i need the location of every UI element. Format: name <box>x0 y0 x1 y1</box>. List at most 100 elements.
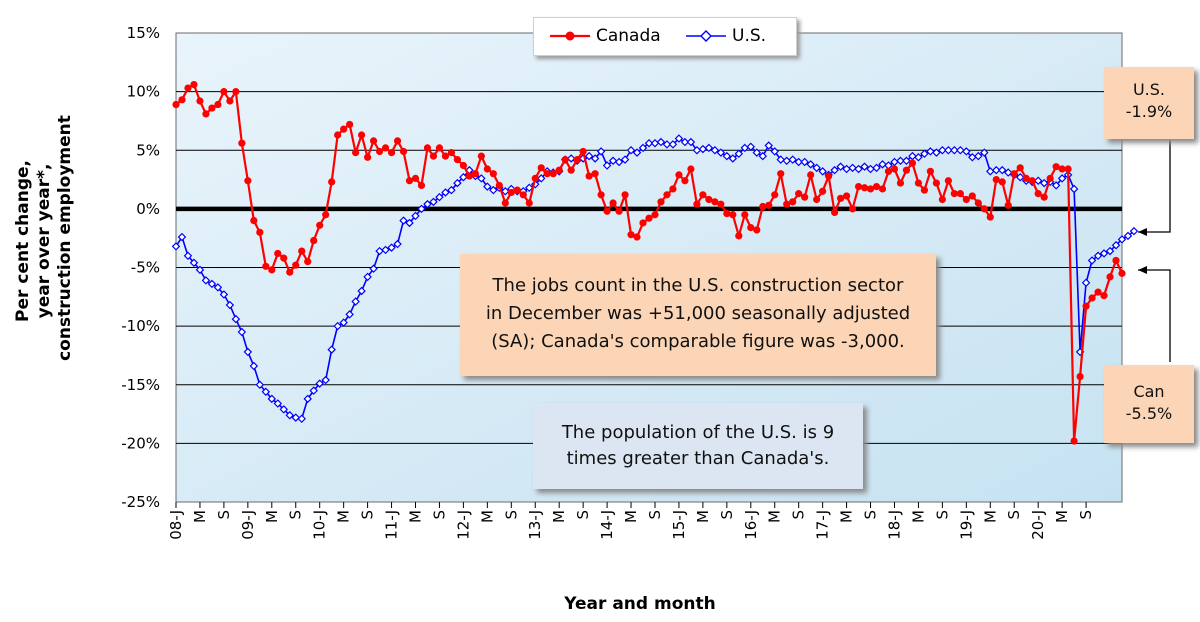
data-point-us <box>926 147 935 156</box>
data-point-canada <box>561 156 569 164</box>
data-point-us <box>1111 240 1121 250</box>
data-point-us <box>363 272 372 282</box>
x-axis: 08-J M S 09-J M S 10-J M S 11-J M S 12-J M S 13-J M S 14-J… <box>167 502 1095 540</box>
data-point-canada <box>717 200 725 208</box>
data-point-us <box>950 146 959 155</box>
data-point-canada <box>645 214 653 222</box>
data-point-canada <box>226 97 234 105</box>
data-point-us <box>626 146 636 155</box>
data-point-canada <box>735 232 743 240</box>
data-point-canada <box>184 84 192 92</box>
data-point-us <box>231 314 241 324</box>
data-point-us <box>1129 226 1139 236</box>
data-point-us <box>662 140 672 149</box>
data-point-us <box>405 218 414 228</box>
data-point-canada <box>693 200 701 208</box>
data-point-us <box>339 318 348 327</box>
data-point-canada <box>1094 288 1102 296</box>
data-point-canada <box>597 191 605 199</box>
data-point-canada <box>1022 174 1030 182</box>
x-tick-label: 20-J <box>1029 510 1047 540</box>
data-point-canada <box>729 211 737 219</box>
data-point-canada <box>836 194 845 202</box>
x-tick-label: S <box>646 510 664 520</box>
data-point-us <box>297 414 306 424</box>
data-point-canada <box>190 80 198 89</box>
x-tick-label: S <box>359 510 377 520</box>
data-point-us <box>351 297 360 306</box>
us-end-label-name: U.S. <box>1132 80 1166 99</box>
data-point-us <box>734 149 744 159</box>
data-point-canada <box>866 185 875 193</box>
data-point-canada <box>998 178 1006 186</box>
legend-swatch-canada <box>548 26 592 46</box>
data-point-us <box>938 146 947 155</box>
x-tick-label: S <box>790 510 808 520</box>
data-point-canada <box>513 186 521 194</box>
data-point-canada <box>813 195 821 204</box>
data-point-canada <box>1106 273 1114 281</box>
population-note-line-2: times greater than Canada's. <box>566 448 830 469</box>
data-point-us <box>315 379 324 388</box>
data-point-us <box>501 187 510 196</box>
data-point-canada <box>1052 163 1060 171</box>
data-point-us <box>1087 256 1097 265</box>
legend-label-canada: Canada <box>596 26 661 46</box>
data-point-canada <box>759 202 767 211</box>
data-point-us <box>423 199 432 209</box>
data-point-canada <box>705 195 713 204</box>
data-point-canada <box>938 195 946 204</box>
data-point-us <box>758 151 768 161</box>
data-point-canada <box>920 186 929 194</box>
x-tick-label: M <box>981 510 999 523</box>
data-point-canada <box>352 148 360 157</box>
data-point-us <box>914 153 923 162</box>
data-point-canada <box>465 172 473 180</box>
data-point-us <box>399 216 408 225</box>
x-tick-label: S <box>862 510 880 520</box>
data-point-canada <box>795 190 803 198</box>
data-point-us <box>303 394 312 404</box>
data-point-canada <box>453 156 462 164</box>
x-tick-label: M <box>263 510 281 523</box>
data-point-us <box>285 410 295 420</box>
data-point-canada <box>501 199 509 207</box>
data-point-us <box>818 167 827 176</box>
legend: Canada U.S. <box>533 17 797 56</box>
data-point-us <box>770 147 779 156</box>
data-point-us <box>321 375 330 385</box>
data-point-canada <box>280 254 288 262</box>
legend-swatch-us <box>684 26 728 46</box>
data-point-canada <box>1004 201 1012 209</box>
data-point-canada <box>1100 292 1108 300</box>
data-point-canada <box>902 166 911 174</box>
data-point-canada <box>1082 302 1090 310</box>
data-point-canada <box>753 226 761 234</box>
data-point-canada <box>819 187 827 195</box>
data-point-canada <box>238 139 246 147</box>
data-point-canada <box>525 199 533 207</box>
data-point-canada <box>423 144 432 152</box>
data-point-canada <box>304 258 312 266</box>
data-point-us <box>854 164 863 174</box>
data-point-canada <box>208 104 216 112</box>
data-point-canada <box>765 201 773 209</box>
y-tick-label: -5% <box>131 259 160 277</box>
data-point-canada <box>256 228 264 236</box>
data-point-us <box>345 310 354 319</box>
data-point-canada <box>441 152 450 160</box>
data-point-canada <box>381 144 390 152</box>
x-tick-label: M <box>335 510 353 523</box>
data-point-canada <box>609 199 617 207</box>
data-point-canada <box>340 125 348 133</box>
data-point-canada <box>747 224 755 232</box>
x-tick-label: S <box>1005 510 1023 520</box>
y-tick-label: 5% <box>136 141 160 159</box>
data-point-us <box>309 386 318 395</box>
data-point-us <box>566 154 576 163</box>
data-point-us <box>596 147 606 156</box>
data-point-canada <box>1010 170 1018 178</box>
data-point-us <box>974 151 983 161</box>
data-point-us <box>644 138 654 148</box>
data-point-us <box>1057 174 1067 183</box>
